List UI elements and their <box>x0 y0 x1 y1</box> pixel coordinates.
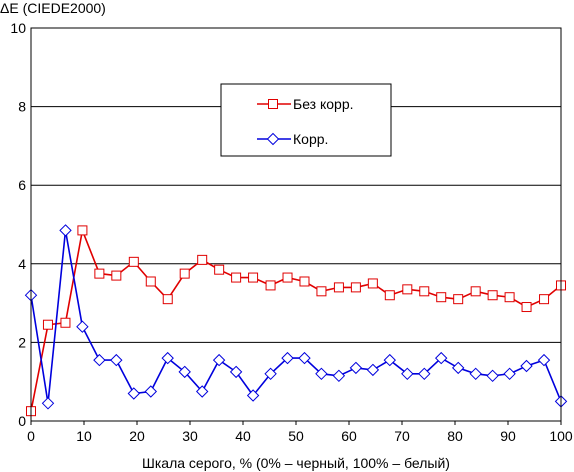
data-point-square <box>470 286 481 297</box>
data-point-diamond <box>349 361 363 375</box>
x-tick-label: 50 <box>288 428 304 444</box>
data-point-square <box>231 272 242 283</box>
data-point-diamond <box>264 367 277 381</box>
y-tick-label: 0 <box>18 413 26 429</box>
data-point-square <box>333 282 344 293</box>
data-point-diamond <box>298 351 311 365</box>
data-point-square <box>504 292 515 303</box>
data-point-diamond <box>537 353 551 367</box>
data-point-diamond <box>401 367 414 381</box>
data-point-diamond <box>41 397 55 410</box>
data-point-square <box>197 254 208 265</box>
data-point-square <box>539 294 550 305</box>
data-point-diamond <box>76 320 89 333</box>
data-point-square <box>60 317 71 328</box>
data-point-square <box>162 294 173 305</box>
data-point-diamond <box>366 363 380 377</box>
data-point-square <box>145 276 156 287</box>
data-point-diamond <box>246 389 260 402</box>
data-point-diamond <box>503 367 516 381</box>
x-tick-label: 70 <box>394 428 410 444</box>
legend-marker-korr <box>266 132 280 146</box>
data-point-square <box>94 268 105 279</box>
legend-label-bez-korr: Без корр. <box>293 96 354 112</box>
data-point-diamond <box>195 385 209 398</box>
data-point-diamond <box>212 353 226 367</box>
data-point-diamond <box>383 353 397 367</box>
legend-marker-bez-korr <box>268 99 278 109</box>
data-point-square <box>265 280 276 291</box>
x-axis-label: Шкала серого, % (0% – черный, 100% – бел… <box>142 455 450 471</box>
data-point-square <box>248 272 259 283</box>
data-point-diamond <box>486 369 499 383</box>
data-point-square <box>111 270 122 281</box>
x-tick-label: 90 <box>500 428 516 444</box>
data-point-diamond <box>178 365 191 379</box>
data-point-square <box>214 264 225 275</box>
x-tick-labels: 0 10 20 30 40 50 60 70 80 90 100 <box>27 421 573 444</box>
legend-label-korr: Корр. <box>293 131 328 147</box>
data-point-diamond <box>451 361 465 375</box>
y-tick-label: 10 <box>10 20 26 36</box>
data-point-square <box>299 276 310 287</box>
y-tick-label: 4 <box>18 256 26 272</box>
y-tick-label: 6 <box>18 177 26 193</box>
data-point-square <box>42 319 53 330</box>
data-point-diamond <box>281 351 294 365</box>
data-point-diamond <box>93 353 106 367</box>
data-point-diamond <box>110 353 123 367</box>
data-point-square <box>402 284 413 295</box>
y-tick-labels: 0 2 4 6 8 10 <box>10 20 26 429</box>
data-point-square <box>282 272 293 283</box>
series-group <box>24 224 568 417</box>
x-tick-label: 80 <box>447 428 463 444</box>
y-tick-label: 2 <box>18 334 26 350</box>
data-point-square <box>521 302 532 313</box>
data-point-square <box>316 286 327 297</box>
y-axis-label: ΔE (CIEDE2000) <box>0 0 106 16</box>
legend-box <box>220 83 392 157</box>
data-point-diamond <box>59 224 72 237</box>
x-tick-label: 100 <box>549 428 573 444</box>
data-point-diamond <box>315 367 328 381</box>
data-point-diamond <box>434 351 448 365</box>
data-point-square <box>419 286 430 297</box>
data-point-square <box>179 268 190 279</box>
data-point-diamond <box>144 385 158 398</box>
x-tick-label: 40 <box>235 428 251 444</box>
x-tick-label: 30 <box>182 428 198 444</box>
data-point-square <box>350 282 361 293</box>
data-point-diamond <box>418 367 431 381</box>
data-point-square <box>367 278 378 289</box>
data-point-diamond <box>161 351 174 365</box>
x-tick-label: 20 <box>129 428 145 444</box>
data-point-diamond <box>127 387 141 400</box>
data-point-square <box>77 225 88 236</box>
x-tick-label: 60 <box>341 428 357 444</box>
data-point-diamond <box>469 367 482 381</box>
data-point-square <box>128 256 139 267</box>
data-point-square <box>487 290 498 301</box>
data-point-square <box>384 290 395 301</box>
x-tick-label: 10 <box>76 428 92 444</box>
data-point-diamond <box>520 359 533 373</box>
data-point-square <box>453 294 464 305</box>
data-point-diamond <box>229 365 243 379</box>
data-point-diamond <box>332 369 346 383</box>
data-point-square <box>436 292 447 303</box>
y-tick-label: 8 <box>18 99 26 115</box>
x-tick-label: 0 <box>27 428 35 444</box>
legend: Без корр. Корр. <box>220 83 392 157</box>
plot-frame <box>30 27 562 422</box>
